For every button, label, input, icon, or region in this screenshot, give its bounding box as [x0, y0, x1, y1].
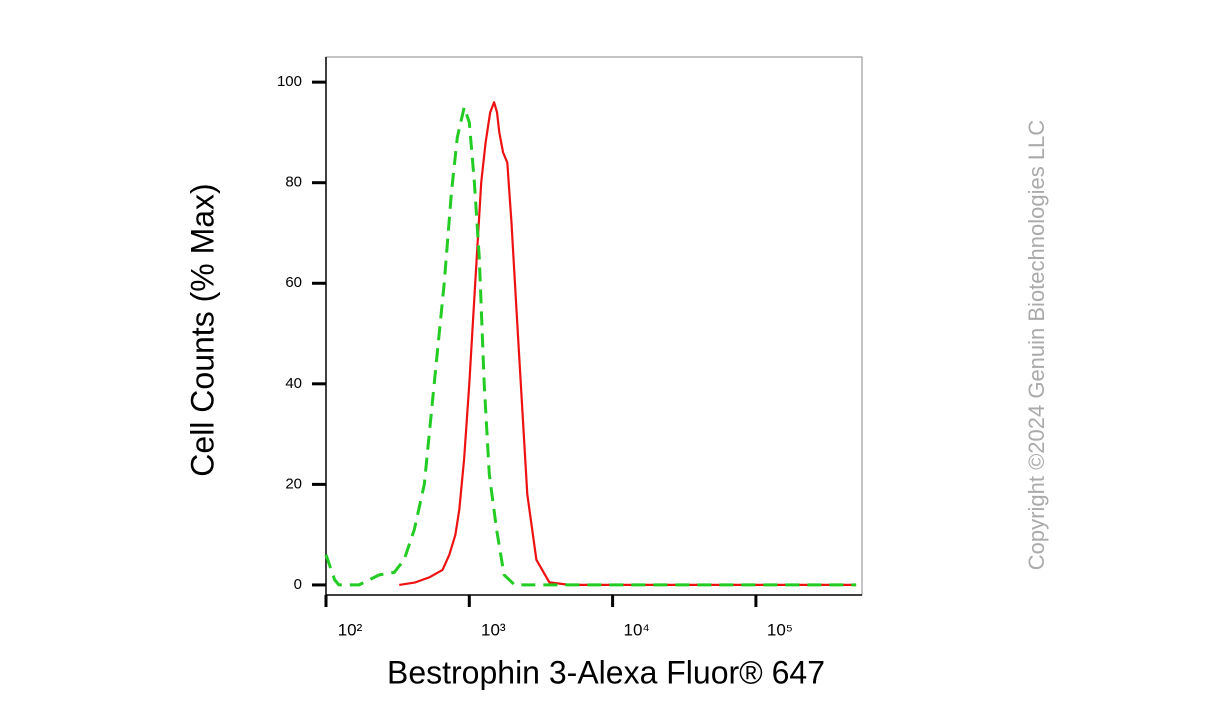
y-tick-label: 0	[294, 576, 302, 593]
x-tick-label: 10²	[338, 620, 363, 639]
histogram-line	[399, 101, 857, 586]
plot-frame	[325, 56, 863, 596]
x-axis-label: Bestrophin 3-Alexa Fluor® 647	[387, 654, 825, 690]
y-tick-label: 20	[285, 475, 302, 492]
x-tick-label: 10⁴	[623, 620, 649, 639]
y-tick-label: 60	[285, 274, 302, 291]
y-axis-label: Cell Counts (% Max)	[184, 183, 220, 476]
y-tick-label: 100	[277, 73, 302, 90]
y-tick-label: 80	[285, 174, 302, 191]
copyright: Copyright ©2024 Genuin Biotechnologies L…	[1024, 120, 1049, 571]
x-tick-label: 10³	[481, 620, 506, 639]
y-tick-label: 40	[285, 375, 302, 392]
x-tick-label: 10⁵	[767, 620, 793, 639]
histogram-line	[324, 105, 857, 587]
